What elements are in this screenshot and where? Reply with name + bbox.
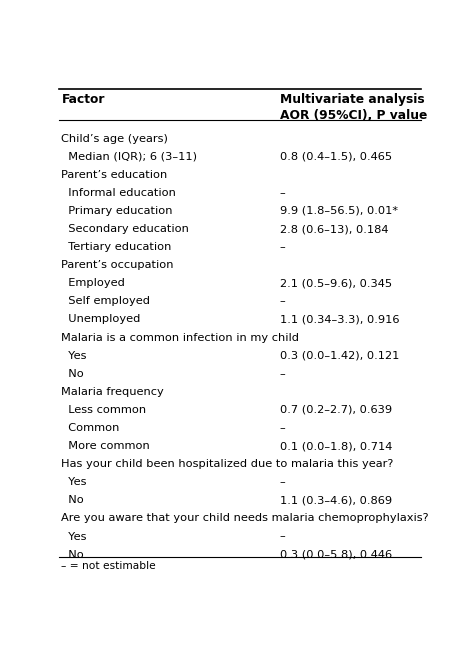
Text: Factor: Factor [61, 93, 105, 105]
Text: More common: More common [61, 441, 150, 451]
Text: –: – [280, 423, 285, 433]
Text: Has your child been hospitalized due to malaria this year?: Has your child been hospitalized due to … [61, 459, 394, 469]
Text: Are you aware that your child needs malaria chemoprophylaxis?: Are you aware that your child needs mala… [61, 513, 429, 523]
Text: No: No [61, 495, 84, 506]
Text: Yes: Yes [61, 532, 87, 542]
Text: Tertiary education: Tertiary education [61, 242, 172, 252]
Text: Parent’s education: Parent’s education [61, 170, 168, 180]
Text: Yes: Yes [61, 477, 87, 487]
Text: Malaria is a common infection in my child: Malaria is a common infection in my chil… [61, 332, 300, 343]
Text: 1.1 (0.3–4.6), 0.869: 1.1 (0.3–4.6), 0.869 [280, 495, 392, 506]
Text: Less common: Less common [61, 405, 146, 415]
Text: –: – [280, 296, 285, 306]
Text: Secondary education: Secondary education [61, 224, 189, 234]
Text: 0.1 (0.0–1.8), 0.714: 0.1 (0.0–1.8), 0.714 [280, 441, 392, 451]
Text: –: – [280, 188, 285, 198]
Text: Informal education: Informal education [61, 188, 176, 198]
Text: Yes: Yes [61, 351, 87, 360]
Text: 2.1 (0.5–9.6), 0.345: 2.1 (0.5–9.6), 0.345 [280, 279, 392, 288]
Text: Unemployed: Unemployed [61, 315, 141, 324]
Text: No: No [61, 369, 84, 379]
Text: Parent’s occupation: Parent’s occupation [61, 260, 174, 270]
Text: Self employed: Self employed [61, 296, 150, 306]
Text: – = not estimable: – = not estimable [61, 561, 156, 571]
Text: 0.3 (0.0–5.8), 0.446: 0.3 (0.0–5.8), 0.446 [280, 549, 392, 560]
Text: –: – [280, 477, 285, 487]
Text: No: No [61, 549, 84, 560]
Text: Common: Common [61, 423, 120, 433]
Text: Multivariate analysis
AOR (95%CI), P value: Multivariate analysis AOR (95%CI), P val… [280, 93, 427, 122]
Text: Primary education: Primary education [61, 206, 173, 216]
Text: 2.8 (0.6–13), 0.184: 2.8 (0.6–13), 0.184 [280, 224, 388, 234]
Text: 0.8 (0.4–1.5), 0.465: 0.8 (0.4–1.5), 0.465 [280, 152, 392, 162]
Text: 0.3 (0.0–1.42), 0.121: 0.3 (0.0–1.42), 0.121 [280, 351, 399, 360]
Text: Malaria frequency: Malaria frequency [61, 387, 164, 397]
Text: –: – [280, 242, 285, 252]
Text: 1.1 (0.34–3.3), 0.916: 1.1 (0.34–3.3), 0.916 [280, 315, 399, 324]
Text: Child’s age (years): Child’s age (years) [61, 133, 168, 143]
Text: 0.7 (0.2–2.7), 0.639: 0.7 (0.2–2.7), 0.639 [280, 405, 392, 415]
Text: Employed: Employed [61, 279, 125, 288]
Text: Median (IQR); 6 (3–11): Median (IQR); 6 (3–11) [61, 152, 197, 162]
Text: –: – [280, 369, 285, 379]
Text: –: – [280, 532, 285, 542]
Text: 9.9 (1.8–56.5), 0.01*: 9.9 (1.8–56.5), 0.01* [280, 206, 398, 216]
